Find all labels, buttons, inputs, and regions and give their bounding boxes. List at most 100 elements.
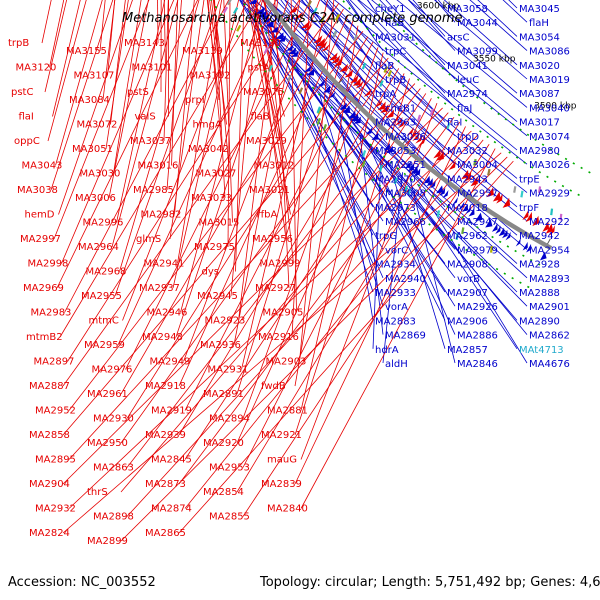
feature-bar [287,74,292,82]
feature-bar [404,185,408,193]
feature-bar [332,30,338,38]
reverse-gene-mark [436,151,444,161]
gene-label-reverse: oppC [14,136,40,147]
reverse-gene-mark [461,169,469,180]
label-connector [178,117,455,485]
label-connector [281,52,384,278]
reverse-gene-mark [303,23,313,32]
gene-label-forward: trpE [519,174,540,185]
gene-label-reverse: fwdB [261,381,286,392]
gene-label-reverse: MA3006 [75,193,116,204]
gene-label-reverse: prpI [185,95,205,106]
gene-label-reverse: MA2855 [209,512,250,523]
label-connector [274,0,290,289]
feature-bar [538,186,542,194]
forward-gene-mark [328,91,336,99]
label-connector [180,0,263,313]
gene-label-reverse: MA2845 [151,455,192,466]
gene-label-forward: vorA [385,302,408,313]
gene-label-reverse: MA2976 [92,365,133,376]
label-connector [44,0,68,93]
feature-bar [268,64,274,72]
label-connector [120,8,344,395]
reverse-gene-mark [532,215,540,227]
gene-labels: cheY1 MA3058 MA3045 flaB MA3044 flaH MA3031 ars… [8,4,570,547]
forward-gene-mark [365,127,373,135]
gene-label-forward: MA2954 [529,245,570,256]
gene-label-reverse: MA3038 [17,185,58,196]
gene-label-forward: MA3044 [457,18,498,29]
feature-bar [226,0,232,6]
gene-label-reverse: MA2948 [142,332,183,343]
gene-label-reverse: MA2903 [266,357,307,368]
gene-label-reverse: MA2923 [205,316,246,327]
forward-gene-mark [348,111,356,119]
gene-label-forward: MA2940 [385,274,426,285]
forward-gene-mark [442,190,449,199]
label-connector [125,0,311,370]
label-connector [56,0,199,289]
gene-label-forward: MA3004 [457,160,498,171]
gene-label-forward: trpC [385,47,406,58]
forward-gene-mark [386,145,393,154]
label-connector [108,0,149,199]
forward-gene-mark [452,196,459,206]
label-connector [313,87,518,293]
forward-gene-mark [339,102,347,110]
gene-label-reverse: MA3042 [188,144,229,155]
gene-label-forward: MA3045 [519,4,560,15]
feature-bar [316,106,321,114]
label-connector [300,52,384,411]
gene-label-reverse: valS [135,112,156,123]
reverse-gene-mark [409,129,418,139]
gene-label-reverse: MA3155 [66,46,107,57]
forward-gene-mark [505,231,511,241]
label-connector [68,130,472,509]
gene-label-forward: MA2886 [457,331,498,342]
feature-bar [416,114,422,122]
label-connector [62,152,502,534]
gene-label-reverse: hemD [25,210,55,221]
gene-label-reverse: MA2919 [151,406,192,417]
gene-label-forward: flaI [447,118,462,129]
reverse-gene-mark [496,193,503,204]
label-connector [169,0,205,240]
tick-mark [547,238,551,245]
gene-label-forward: MA3019 [529,75,570,86]
tick-mark [472,192,477,198]
label-connector [373,147,528,335]
label-connector [68,83,416,460]
gene-label-reverse: MA3072 [77,120,118,131]
feature-bar [334,13,340,21]
forward-gene-mark [462,203,468,212]
genome-stats-text: Topology: circular; Length: 5,751,492 bp… [259,575,600,590]
gene-label-forward: MA2970 [375,174,416,185]
feature-bar [455,233,459,240]
label-connector [122,0,248,321]
forward-gene-mark [436,185,444,194]
feature-bar [489,245,493,253]
gene-label-forward: MA2957 [457,189,498,200]
tick-label: 3550 kbp [473,55,516,65]
feature-bar [429,108,434,116]
forward-gene-mark [465,206,471,215]
gene-label-reverse: MA3075 [243,87,284,98]
gene-label-forward: MA3053 [375,146,416,157]
label-connector [265,0,374,151]
label-connector [395,165,518,350]
feature-bar [316,117,321,125]
label-connector [334,0,518,151]
forward-gene-mark [278,35,287,42]
reverse-gene-mark [320,43,330,52]
label-connector [184,139,484,509]
reverse-gene-mark [331,55,341,64]
label-connector [126,88,421,468]
label-connector [320,0,456,137]
gene-label-reverse: MA2936 [200,340,241,351]
label-connector [59,0,262,338]
gene-label-reverse: pstS [127,87,149,98]
forward-gene-mark [539,251,547,261]
gene-label-reverse: MA3015 [199,218,240,229]
gene-label-forward: flaH [529,18,549,29]
